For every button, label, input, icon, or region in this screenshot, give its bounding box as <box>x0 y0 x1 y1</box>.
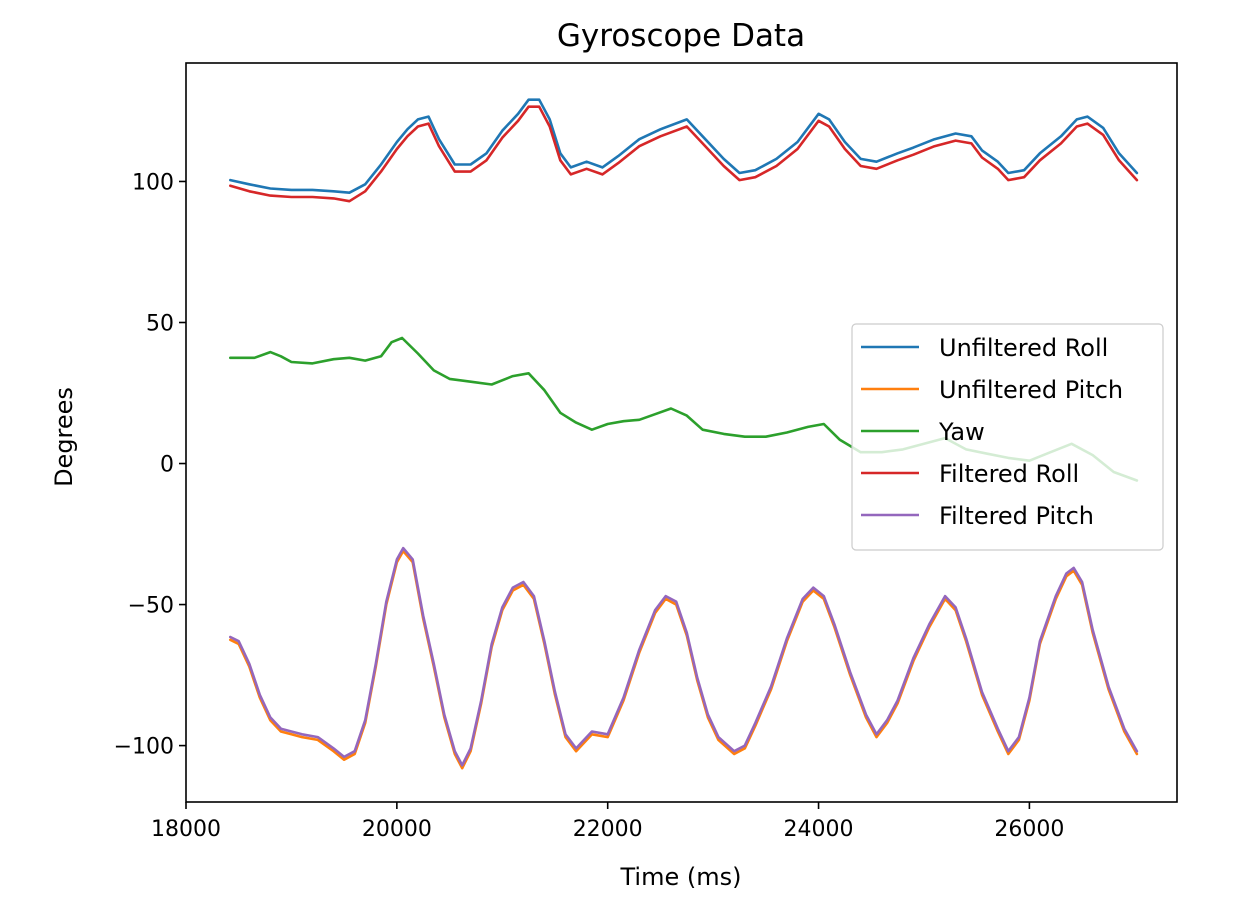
y-tick-label: 100 <box>132 170 174 195</box>
x-tick-label: 24000 <box>784 817 854 842</box>
y-tick-label: −100 <box>114 735 174 760</box>
plot-frame <box>185 62 1178 803</box>
chart-title: Gyroscope Data <box>557 18 805 54</box>
legend-label: Unfiltered Roll <box>939 334 1108 362</box>
x-tick-label: 20000 <box>362 817 432 842</box>
y-axis: 100 50 0 −50 −100 <box>114 170 186 760</box>
y-tick-label: 0 <box>160 453 174 478</box>
x-tick-label: 18000 <box>151 817 221 842</box>
x-axis-label: Time (ms) <box>620 863 742 891</box>
legend-label: Filtered Pitch <box>939 502 1094 530</box>
legend-label: Filtered Roll <box>939 460 1079 488</box>
series-line-filtered-roll <box>229 105 1139 203</box>
x-tick-label: 22000 <box>573 817 643 842</box>
series-line-filtered-pitch <box>229 546 1139 767</box>
series-layer <box>229 98 1139 770</box>
legend-box <box>851 323 1164 551</box>
x-tick-label: 26000 <box>994 817 1064 842</box>
y-tick-label: 50 <box>146 311 174 336</box>
x-axis: 18000 20000 22000 24000 26000 <box>151 802 1064 842</box>
legend: Unfiltered Roll Unfiltered Pitch Yaw Filter… <box>851 323 1164 551</box>
legend-label: Unfiltered Pitch <box>939 376 1123 404</box>
series-line-unfiltered-roll <box>229 98 1139 194</box>
y-axis-label: Degrees <box>50 387 78 487</box>
legend-label: Yaw <box>938 418 985 446</box>
y-tick-label: −50 <box>128 594 174 619</box>
